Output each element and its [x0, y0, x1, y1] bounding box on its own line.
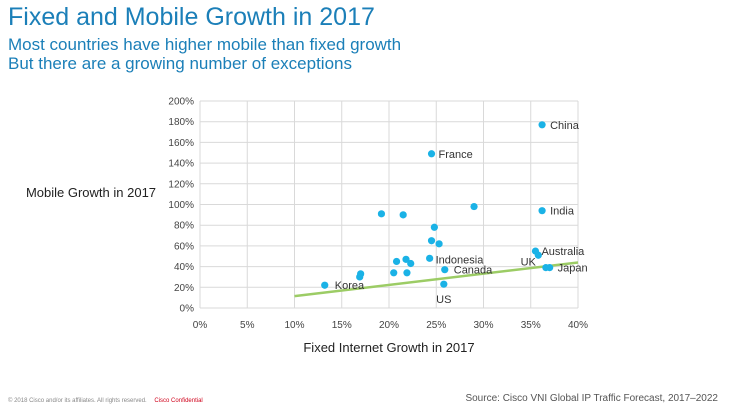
- y-tick-label: 40%: [174, 262, 194, 273]
- data-point: [399, 211, 407, 219]
- data-point: [440, 280, 448, 288]
- chart-subtitle-line-2: But there are a growing number of except…: [8, 54, 352, 73]
- y-tick-label: 180%: [168, 117, 194, 128]
- tick-label-layer: 0% 20% 40% 60% 80% 100% 120% 140% 160% 180% 200% 0%…: [168, 97, 588, 332]
- x-tick-label: 15%: [332, 320, 352, 331]
- confidential-text: Cisco Confidential: [154, 398, 203, 404]
- point-label-canada: Canada: [454, 265, 493, 277]
- y-tick-label: 60%: [174, 241, 194, 252]
- trendline-layer: [294, 261, 579, 298]
- chart-title: Fixed and Mobile Growth in 2017: [8, 3, 375, 31]
- y-tick-label: 140%: [168, 159, 194, 170]
- data-point-layer: [321, 121, 554, 289]
- point-label-japan: Japan: [558, 263, 588, 275]
- data-point: [392, 257, 401, 266]
- point-label-france: France: [439, 149, 473, 161]
- data-point: [377, 210, 386, 218]
- x-tick-label: 35%: [521, 320, 541, 331]
- x-tick-label: 25%: [426, 320, 446, 331]
- data-point: [546, 264, 554, 272]
- footer-copyright: © 2018 Cisco and/or its affiliates. All …: [8, 398, 203, 404]
- data-point: [426, 254, 434, 262]
- y-tick-label: 80%: [174, 221, 194, 232]
- data-point: [321, 281, 329, 289]
- y-tick-label: 100%: [168, 200, 194, 211]
- x-tick-label: 30%: [473, 320, 493, 331]
- data-point: [390, 269, 398, 277]
- point-label-us: US: [436, 294, 451, 306]
- data-point: [534, 251, 542, 259]
- data-point: [356, 273, 364, 281]
- data-point: [403, 269, 411, 277]
- source-text: Source: Cisco VNI Global IP Traffic Fore…: [465, 393, 718, 404]
- y-axis-label: Mobile Growth in 2017: [25, 185, 157, 200]
- x-tick-label: 20%: [379, 320, 399, 331]
- data-point: [435, 240, 443, 248]
- y-tick-label: 20%: [174, 283, 194, 294]
- data-point: [407, 259, 415, 268]
- data-point: [427, 237, 436, 245]
- data-point: [470, 202, 478, 211]
- point-label-uk: UK: [521, 257, 537, 269]
- point-label-india: India: [550, 206, 575, 218]
- grid-layer: [199, 100, 579, 309]
- trendline: [294, 261, 579, 298]
- data-point: [402, 255, 410, 263]
- data-point: [427, 150, 436, 158]
- point-label-indonesia: Indonesia: [436, 254, 485, 266]
- y-tick-label: 200%: [168, 97, 194, 108]
- x-tick-label: 10%: [284, 320, 304, 331]
- x-tick-label: 5%: [240, 320, 255, 331]
- copyright-text: © 2018 Cisco and/or its affiliates. All …: [8, 398, 147, 404]
- data-point: [538, 207, 546, 215]
- x-tick-label: 40%: [568, 320, 588, 331]
- x-tick-label: 0%: [193, 320, 208, 331]
- y-tick-label: 120%: [168, 179, 194, 190]
- data-point: [430, 223, 438, 231]
- data-point: [441, 266, 449, 274]
- x-axis-label: Fixed Internet Growth in 2017: [303, 340, 475, 355]
- y-tick-label: 160%: [168, 138, 194, 149]
- point-label-australia: Australia: [541, 246, 585, 258]
- point-label-china: China: [550, 120, 580, 132]
- point-label-korea: Korea: [335, 280, 365, 292]
- data-point: [538, 121, 546, 129]
- y-tick-label: 0%: [180, 304, 195, 315]
- point-label-layer: China France India Australia Indonesia UK Japa…: [335, 120, 588, 306]
- chart-subtitle-line-1: Most countries have higher mobile than f…: [8, 35, 402, 54]
